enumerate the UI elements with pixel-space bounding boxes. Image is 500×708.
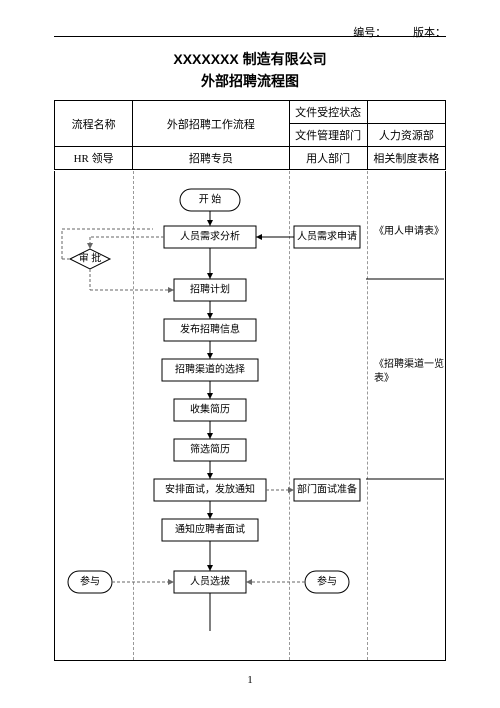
node-n1r: 人员需求申请 [297,229,357,242]
node-n7: 安排面试，发放通知 [165,482,255,495]
doc-title: 外部招聘流程图 [0,71,500,91]
hdr-r3-1: HR 领导 [55,147,133,170]
header-table: 流程名称 外部招聘工作流程 文件受控状态 文件管理部门 人力资源部 HR 领导 … [54,100,446,170]
node-n2: 招聘计划 [190,282,230,295]
node-start: 开 始 [199,192,222,205]
company-title: XXXXXXX 制造有限公司 [0,49,500,69]
top-meta: 编号： 版本： [329,24,446,40]
node-partR: 参与 [317,574,337,587]
header-rule [54,36,446,37]
node-n3: 发布招聘信息 [180,322,240,335]
ver-label: 版本： [413,27,446,39]
svg-text:审 批: 审 批 [79,251,102,264]
hdr-c4b: 人力资源部 [367,124,445,147]
page-number: 1 [0,674,500,686]
hdr-c3b: 文件管理部门 [289,124,367,147]
node-n7r: 部门面试准备 [297,482,357,495]
hdr-c3a: 文件受控状态 [289,101,367,124]
side-doc2b: 表》 [374,371,394,384]
hdr-c4a [367,101,445,124]
flowchart: 开 始 人员需求分析 人员需求申请 审 批 招聘计划 发布招聘信息 [54,171,446,661]
node-n4: 招聘渠道的选择 [175,362,245,375]
hdr-c1: 流程名称 [55,101,133,147]
hdr-r3-3: 用人部门 [289,147,367,170]
node-n1: 人员需求分析 [180,229,240,242]
node-n8: 通知应聘者面试 [175,522,245,535]
node-n6: 筛选简历 [190,442,230,455]
node-n5: 收集简历 [190,402,230,415]
hdr-c2: 外部招聘工作流程 [133,101,289,147]
node-approve: 审 批 [70,249,110,269]
node-partL: 参与 [80,574,100,587]
hdr-r3-2: 招聘专员 [133,147,289,170]
node-n9: 人员选拔 [190,574,230,587]
side-doc1: 《用人申请表》 [374,224,444,237]
num-label: 编号： [353,27,386,39]
side-doc2a: 《招聘渠道一览 [374,357,444,370]
hdr-r3-4: 相关制度表格 [367,147,445,170]
